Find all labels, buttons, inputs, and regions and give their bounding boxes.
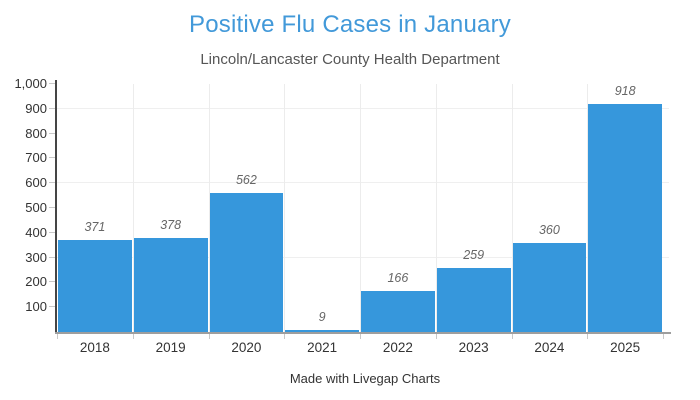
h-gridline-600 bbox=[57, 182, 669, 184]
x-axis-tick bbox=[511, 334, 513, 339]
bar-2020 bbox=[209, 192, 284, 332]
y-axis-tick-label: 500 bbox=[25, 200, 47, 215]
bar-2018 bbox=[58, 240, 132, 332]
x-axis-category-label: 2022 bbox=[382, 340, 413, 355]
chart-footer-attribution: Made with Livegap Charts bbox=[289, 371, 441, 386]
x-axis-tick bbox=[360, 334, 361, 339]
y-axis-line bbox=[55, 80, 57, 332]
bar-2019 bbox=[133, 238, 208, 332]
y-axis-tick bbox=[49, 107, 55, 109]
x-axis-category-label: 2025 bbox=[610, 340, 641, 355]
plot-area: 100 200 300 400 500 600 700 800 900 1,000 371 2018 3… bbox=[14, 77, 671, 355]
x-axis-tick bbox=[435, 334, 437, 339]
y-axis-tick-label: 800 bbox=[25, 125, 47, 141]
bar-value-label: 259 bbox=[463, 247, 485, 262]
bar-2023 bbox=[436, 267, 511, 332]
v-gridline bbox=[435, 84, 437, 332]
bar-value-label: 562 bbox=[235, 172, 257, 187]
x-axis-tick bbox=[132, 334, 134, 339]
x-axis-tick bbox=[587, 334, 589, 339]
v-gridline bbox=[284, 84, 286, 332]
y-axis-tick bbox=[49, 281, 55, 283]
x-axis-tick bbox=[284, 334, 286, 339]
y-axis-tick-label: 100 bbox=[25, 299, 47, 315]
v-gridline bbox=[132, 84, 134, 332]
y-axis-tick-label: 600 bbox=[25, 175, 47, 191]
x-axis-category-label: 2021 bbox=[307, 340, 338, 355]
bar-2024 bbox=[512, 242, 587, 332]
x-axis-tick bbox=[57, 334, 58, 339]
chart-title: Positive Flu Cases in January bbox=[189, 11, 511, 38]
bar-value-label: 360 bbox=[538, 222, 560, 237]
x-axis-category-label: 2018 bbox=[79, 340, 110, 355]
bar-2025 bbox=[588, 104, 662, 332]
y-axis-tick bbox=[49, 207, 55, 208]
y-axis-tick-label: 300 bbox=[25, 249, 47, 265]
bar-value-label: 9 bbox=[318, 309, 326, 324]
v-gridline bbox=[208, 84, 210, 332]
h-gridline-900 bbox=[57, 107, 669, 109]
y-axis-tick bbox=[49, 306, 55, 308]
x-axis-category-label: 2024 bbox=[534, 340, 565, 355]
v-gridline bbox=[511, 84, 513, 332]
x-axis-line bbox=[55, 332, 671, 334]
bar-value-label: 371 bbox=[84, 220, 106, 234]
y-axis-tick-label: 400 bbox=[25, 224, 47, 240]
y-axis-tick-label: 700 bbox=[25, 150, 47, 166]
y-axis-tick-label: 900 bbox=[25, 100, 47, 116]
y-axis-tick bbox=[49, 182, 55, 184]
x-axis-tick bbox=[208, 334, 210, 339]
v-gridline bbox=[587, 84, 589, 332]
bar-value-label: 166 bbox=[387, 270, 409, 285]
x-axis-category-label: 2023 bbox=[458, 340, 489, 355]
bar-2022 bbox=[361, 290, 435, 332]
v-gridline bbox=[360, 84, 361, 332]
y-axis-tick-label: 200 bbox=[25, 274, 47, 290]
bar-value-label: 378 bbox=[160, 218, 182, 233]
bar-value-label: 918 bbox=[614, 84, 636, 99]
y-axis-tick bbox=[49, 157, 55, 159]
y-axis-tick bbox=[49, 256, 55, 258]
bar-2021 bbox=[285, 329, 359, 332]
x-axis-tick bbox=[663, 334, 664, 339]
chart-subtitle: Lincoln/Lancaster County Health Departme… bbox=[200, 51, 500, 68]
y-axis-tick bbox=[49, 132, 55, 134]
h-gridline-300 bbox=[57, 256, 669, 258]
y-axis-tick bbox=[49, 83, 55, 84]
y-axis-tick bbox=[49, 231, 55, 233]
y-axis-tick-label: 1,000 bbox=[14, 76, 47, 91]
x-axis-category-label: 2019 bbox=[155, 340, 186, 355]
x-axis-category-label: 2020 bbox=[231, 340, 262, 355]
